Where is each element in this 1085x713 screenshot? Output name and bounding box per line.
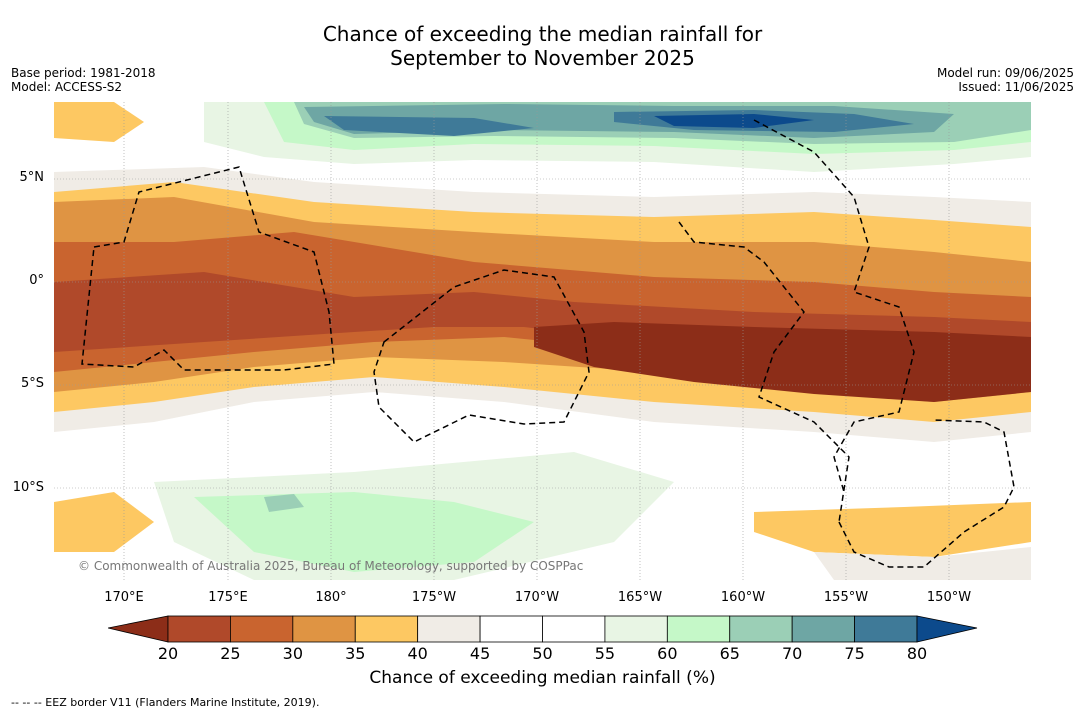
lat-tick-10s: 10°S [12, 480, 44, 495]
lon-tick-150w: 150°W [926, 590, 972, 605]
colorbar-cell-20 [167, 615, 231, 643]
patch-sw-35 [54, 492, 154, 552]
lon-tick-180: 180° [315, 590, 347, 605]
colorbar-cell-50 [542, 615, 606, 643]
colorbar-gt80 [916, 615, 978, 643]
colorbar-label-55: 55 [594, 644, 616, 663]
map-title: Chance of exceeding the median rainfall … [0, 22, 1085, 70]
colorbar-title: Chance of exceeding median rainfall (%) [369, 668, 716, 688]
eez-borders [81, 119, 1015, 568]
issued-date: Issued: 11/06/2025 [958, 80, 1074, 94]
map-credit: © Commonwealth of Australia 2025, Bureau… [78, 559, 584, 573]
eez-line-islands-south [678, 221, 850, 523]
colorbar-label-35: 35 [345, 644, 366, 663]
colorbar-cell-35 [354, 615, 419, 643]
lon-tick-165w: 165°W [617, 590, 663, 605]
band-north-gt80 [654, 114, 814, 128]
lat-tick-0: 0° [29, 273, 44, 288]
colorbar [108, 615, 978, 643]
colorbar-cell-65 [729, 615, 793, 643]
eez-line-islands [753, 119, 915, 493]
colorbar-label-80: 80 [906, 644, 928, 663]
colorbar-label-70: 70 [781, 644, 803, 663]
colorbar-label-50: 50 [532, 644, 553, 663]
base-period: Base period: 1981-2018 [11, 66, 156, 80]
lon-tick-170w: 170°W [514, 590, 560, 605]
patch-se-35 [754, 502, 1031, 557]
gridlines [54, 102, 1031, 580]
title-line-2: September to November 2025 [390, 46, 695, 70]
lon-tick-170e: 170°E [104, 590, 144, 605]
colorbar-label-30: 30 [282, 644, 303, 663]
eez-cook-north [838, 419, 1015, 568]
patch-nw-35 [54, 102, 144, 142]
colorbar-cell-45 [479, 615, 543, 643]
rainfall-map [54, 102, 1031, 580]
eez-tuvalu-kiribati-west [81, 166, 335, 371]
colorbar-label-45: 45 [469, 644, 491, 663]
colorbar-cell-30 [292, 615, 356, 643]
meta-right: Model run: 09/06/2025 Issued: 11/06/2025 [937, 66, 1074, 94]
patch-south-70 [264, 494, 304, 512]
colorbar-cell-40 [417, 615, 481, 643]
patch-south-65 [194, 492, 534, 572]
eez-legend: -- -- -- EEZ border V11 (Flanders Marine… [11, 696, 320, 709]
meta-left: Base period: 1981-2018 Model: ACCESS-S2 [11, 66, 156, 94]
colorbar-cell-55 [604, 615, 668, 643]
band-north-75b [324, 116, 534, 136]
eez-phoenix [373, 269, 590, 443]
colorbar-cell-60 [666, 615, 731, 643]
title-line-1: Chance of exceeding the median rainfall … [322, 22, 763, 46]
colorbar-label-25: 25 [220, 644, 241, 663]
colorbar-lt20 [108, 615, 169, 643]
colorbar-cell-25 [230, 615, 294, 643]
colorbar-label-40: 40 [407, 644, 428, 663]
colorbar-label-20: 20 [157, 644, 179, 663]
lat-tick-5n: 5°N [19, 170, 45, 185]
lat-tick-5s: 5°S [20, 376, 44, 391]
patch-se-40 [814, 547, 1031, 580]
colorbar-cell-70 [791, 615, 855, 643]
colorbar-cells [167, 615, 918, 643]
lon-tick-175w: 175°W [411, 590, 457, 605]
colorbar-cell-75 [854, 615, 918, 643]
colorbar-label-75: 75 [844, 644, 865, 663]
colorbar-label-60: 60 [657, 644, 678, 663]
lon-tick-175e: 175°E [208, 590, 248, 605]
lon-tick-160w: 160°W [720, 590, 766, 605]
lon-tick-155w: 155°W [823, 590, 869, 605]
model-name: Model: ACCESS-S2 [11, 80, 123, 94]
model-run: Model run: 09/06/2025 [936, 66, 1074, 80]
colorbar-label-65: 65 [719, 644, 740, 663]
